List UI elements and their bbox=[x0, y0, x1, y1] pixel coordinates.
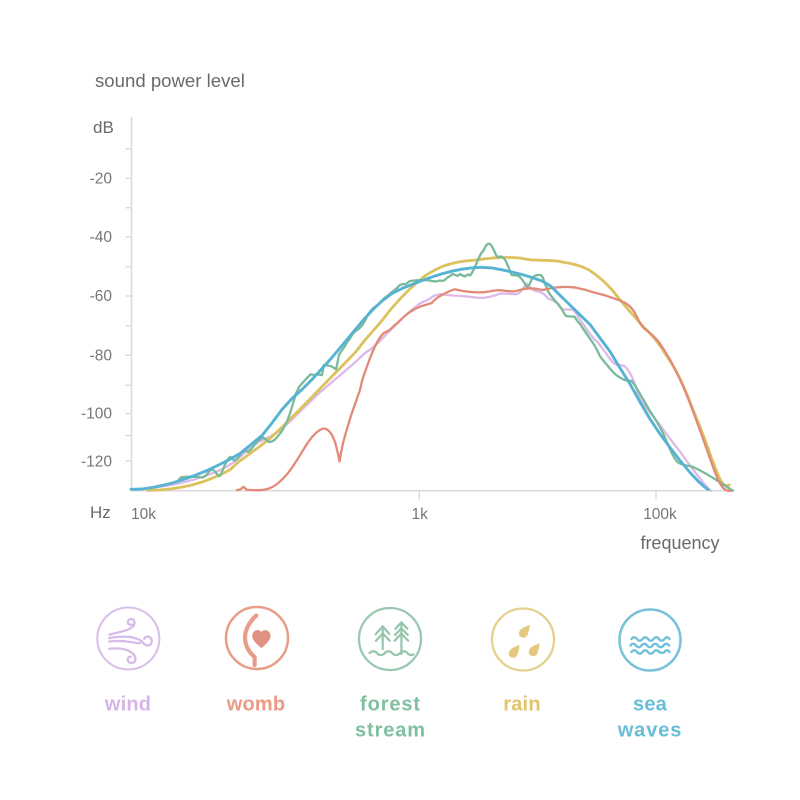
svg-text:-100: -100 bbox=[81, 406, 112, 423]
svg-text:waves: waves bbox=[617, 720, 683, 742]
svg-text:wind: wind bbox=[104, 694, 151, 716]
svg-text:-40: -40 bbox=[90, 229, 113, 246]
svg-text:sound power level: sound power level bbox=[95, 70, 245, 91]
svg-text:womb: womb bbox=[226, 694, 286, 716]
svg-text:100k: 100k bbox=[643, 506, 677, 523]
svg-text:-80: -80 bbox=[90, 348, 113, 365]
svg-text:sea: sea bbox=[633, 694, 668, 716]
svg-text:-120: -120 bbox=[81, 454, 112, 471]
svg-text:Hz: Hz bbox=[90, 503, 111, 522]
svg-text:-20: -20 bbox=[90, 171, 113, 188]
svg-text:dB: dB bbox=[93, 118, 114, 137]
svg-text:1k: 1k bbox=[412, 506, 429, 523]
svg-text:10k: 10k bbox=[131, 506, 156, 523]
svg-text:rain: rain bbox=[503, 694, 540, 716]
svg-text:-60: -60 bbox=[90, 288, 113, 305]
svg-text:frequency: frequency bbox=[640, 533, 719, 553]
svg-text:stream: stream bbox=[355, 720, 426, 742]
svg-text:forest: forest bbox=[360, 694, 421, 716]
